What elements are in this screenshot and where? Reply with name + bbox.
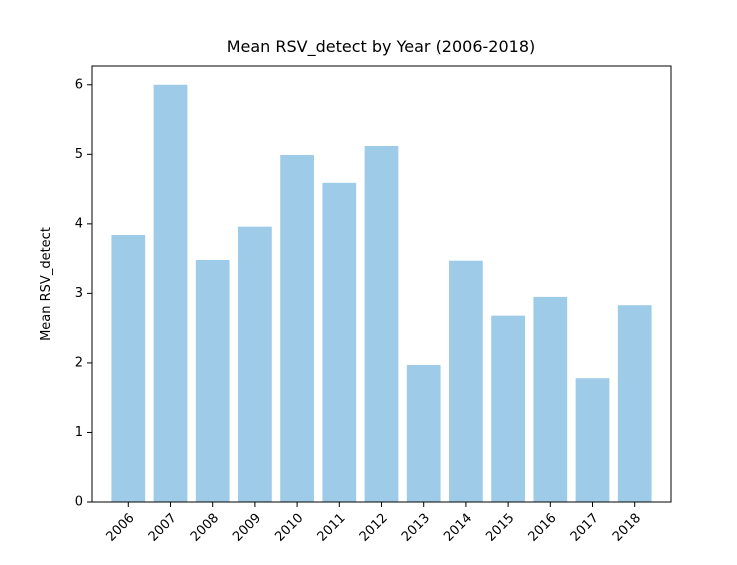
y-tick-label: 3 xyxy=(75,286,83,301)
y-tick-label: 2 xyxy=(75,355,83,370)
bar xyxy=(111,234,146,502)
x-tick-label: 2006 xyxy=(104,511,138,545)
bar xyxy=(575,378,610,502)
x-tick-label: 2012 xyxy=(357,511,391,545)
y-tick-label: 4 xyxy=(75,216,83,231)
bar xyxy=(364,145,399,502)
x-tick-label: 2010 xyxy=(272,511,306,545)
y-tick-label: 0 xyxy=(75,495,83,510)
x-tick-label: 2007 xyxy=(146,511,180,545)
y-tick-label: 5 xyxy=(75,147,83,162)
bar xyxy=(322,182,357,502)
x-tick-label: 2011 xyxy=(315,511,349,545)
bar xyxy=(533,296,568,502)
bar xyxy=(449,260,483,502)
x-tick-label: 2016 xyxy=(526,511,560,545)
bar xyxy=(617,305,652,502)
x-tick-label: 2018 xyxy=(610,511,644,545)
x-tick-label: 2014 xyxy=(441,511,475,545)
bar xyxy=(491,315,525,502)
bar xyxy=(406,365,441,502)
y-axis-label: Mean RSV_detect xyxy=(39,227,54,341)
chart-title: Mean RSV_detect by Year (2006-2018) xyxy=(227,37,536,57)
x-tick-label: 2017 xyxy=(568,511,602,545)
bar xyxy=(195,260,230,502)
bar xyxy=(280,155,314,502)
bar xyxy=(238,226,272,502)
x-tick-label: 2009 xyxy=(230,511,264,545)
x-tick-label: 2015 xyxy=(483,511,517,545)
plot-frame xyxy=(91,65,672,503)
y-tick-label: 1 xyxy=(75,425,83,440)
y-tick-label: 6 xyxy=(75,77,83,92)
bar xyxy=(153,84,188,502)
x-tick-label: 2013 xyxy=(399,511,433,545)
x-tick-label: 2008 xyxy=(188,511,222,545)
